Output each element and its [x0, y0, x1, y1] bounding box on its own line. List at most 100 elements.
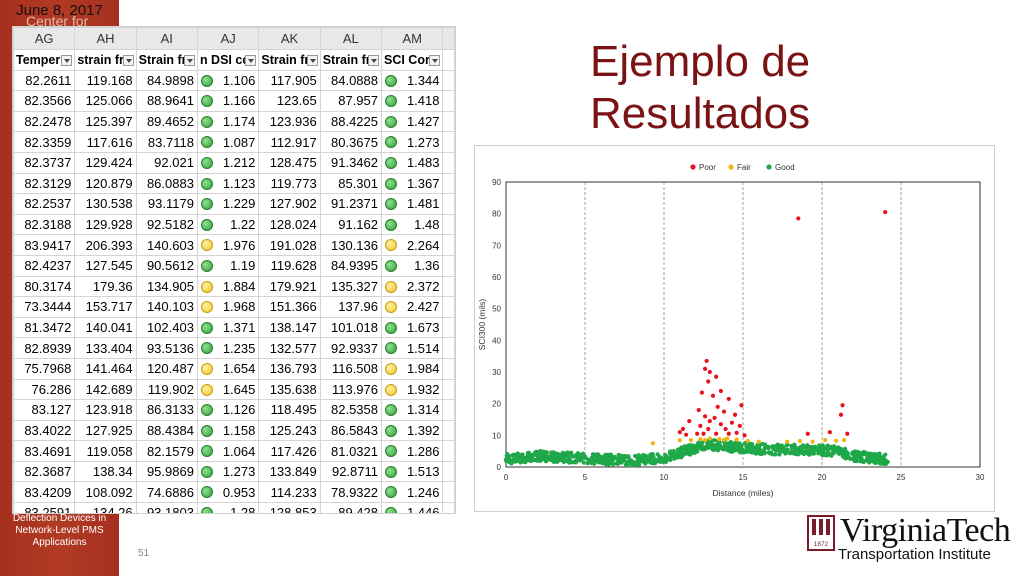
table-cell[interactable]: 80.3675 [319, 131, 383, 153]
table-cell[interactable]: 91.2371 [319, 193, 383, 215]
table-cell[interactable]: 84.9395 [319, 254, 383, 277]
table-cell[interactable]: 1.392 [380, 419, 444, 442]
table-cell[interactable]: 82.3687 [13, 460, 76, 483]
table-cell[interactable]: 1.968 [196, 296, 260, 318]
table-cell[interactable]: 88.9641 [135, 90, 198, 112]
table-cell[interactable]: 119.628 [258, 254, 321, 277]
table-cell[interactable]: 206.393 [74, 234, 137, 256]
table-cell[interactable]: 1.367 [380, 172, 444, 195]
table-cell[interactable]: 140.603 [135, 234, 198, 256]
table-cell[interactable]: 83.9417 [13, 234, 76, 256]
filter-dropdown-icon[interactable] [368, 55, 379, 66]
table-cell[interactable]: 128.475 [258, 151, 321, 174]
table-cell[interactable]: 119.902 [135, 378, 198, 401]
table-cell[interactable]: 76.286 [13, 378, 76, 401]
table-cell[interactable]: 82.2611 [13, 69, 76, 92]
table-cell[interactable]: 83.4209 [13, 481, 76, 504]
table-cell[interactable]: 1.446 [380, 502, 444, 513]
table-cell[interactable]: 75.7968 [13, 357, 76, 380]
table-cell[interactable]: 125.066 [74, 90, 137, 112]
table-cell[interactable]: 1.158 [196, 419, 260, 442]
table-cell[interactable]: 127.545 [74, 254, 137, 277]
table-cell[interactable]: 2.264 [380, 234, 444, 256]
table-cell[interactable]: 1.106 [196, 69, 260, 92]
table-cell[interactable]: 91.3462 [319, 151, 383, 174]
table-cell[interactable]: 140.103 [135, 296, 198, 318]
table-cell[interactable]: 1.418 [380, 90, 444, 112]
table-cell[interactable]: 1.514 [380, 337, 444, 359]
filter-dropdown-icon[interactable] [245, 55, 257, 66]
table-cell[interactable]: 130.136 [319, 234, 383, 256]
table-cell[interactable]: 90.5612 [135, 254, 198, 277]
table-cell[interactable]: 1.654 [196, 357, 260, 380]
table-cell[interactable]: 1.427 [380, 110, 444, 133]
table-cell[interactable]: 92.9337 [319, 337, 383, 359]
table-cell[interactable]: 93.1803 [135, 502, 198, 513]
filter-dropdown-icon[interactable] [429, 55, 441, 66]
table-cell[interactable]: 93.1179 [135, 193, 198, 215]
table-cell[interactable]: 74.6886 [135, 481, 198, 504]
table-cell[interactable]: 133.849 [258, 460, 321, 483]
table-cell[interactable]: 86.5843 [319, 419, 383, 442]
table-cell[interactable]: 1.645 [196, 378, 260, 401]
table-cell[interactable]: 1.483 [380, 151, 444, 174]
table-cell[interactable]: 114.233 [258, 481, 321, 504]
table-cell[interactable]: 86.0883 [135, 172, 198, 195]
table-cell[interactable]: 142.689 [74, 378, 137, 401]
table-cell[interactable]: 136.793 [258, 357, 321, 380]
table-cell[interactable]: 119.058 [74, 440, 137, 462]
table-cell[interactable]: 133.404 [74, 337, 137, 359]
table-cell[interactable]: 1.22 [196, 213, 260, 236]
column-letter[interactable]: AM [380, 27, 444, 50]
table-cell[interactable]: 82.3566 [13, 90, 76, 112]
table-cell[interactable]: 92.8711 [319, 460, 383, 483]
table-cell[interactable]: 1.48 [380, 213, 444, 236]
table-cell[interactable]: 123.936 [258, 110, 321, 133]
table-cell[interactable]: 134.26 [74, 502, 137, 513]
filter-dropdown-icon[interactable] [306, 55, 318, 66]
table-cell[interactable]: 1.314 [380, 399, 444, 421]
table-cell[interactable]: 82.3188 [13, 213, 76, 236]
table-cell[interactable]: 82.3737 [13, 151, 76, 174]
table-cell[interactable]: 113.976 [319, 378, 383, 401]
table-cell[interactable]: 78.9322 [319, 481, 383, 504]
table-cell[interactable]: 141.464 [74, 357, 137, 380]
table-cell[interactable]: 1.123 [196, 172, 260, 195]
table-cell[interactable]: 1.884 [196, 275, 260, 298]
table-cell[interactable]: 128.853 [258, 502, 321, 513]
table-cell[interactable]: 102.403 [135, 316, 198, 339]
table-cell[interactable]: 120.879 [74, 172, 137, 195]
table-cell[interactable]: 179.921 [258, 275, 321, 298]
table-cell[interactable]: 117.905 [258, 69, 321, 92]
table-cell[interactable]: 123.65 [258, 90, 321, 112]
table-cell[interactable]: 1.064 [196, 440, 260, 462]
table-cell[interactable]: 119.168 [74, 69, 137, 92]
table-cell[interactable]: 82.1579 [135, 440, 198, 462]
table-cell[interactable]: 0.953 [196, 481, 260, 504]
table-cell[interactable]: 89.428 [319, 502, 383, 513]
table-cell[interactable]: 1.481 [380, 193, 444, 215]
table-cell[interactable]: 1.371 [196, 316, 260, 339]
table-cell[interactable]: 89.4652 [135, 110, 198, 133]
filter-dropdown-icon[interactable] [61, 55, 73, 66]
table-cell[interactable]: 81.0321 [319, 440, 383, 462]
table-cell[interactable]: 86.3133 [135, 399, 198, 421]
table-cell[interactable]: 2.372 [380, 275, 444, 298]
table-cell[interactable]: 127.925 [74, 419, 137, 442]
table-cell[interactable]: 118.495 [258, 399, 321, 421]
table-cell[interactable]: 83.2591 [13, 502, 76, 513]
table-cell[interactable]: 1.212 [196, 151, 260, 174]
table-cell[interactable]: 82.5358 [319, 399, 383, 421]
table-cell[interactable]: 128.024 [258, 213, 321, 236]
table-cell[interactable]: 92.021 [135, 151, 198, 174]
table-cell[interactable]: 73.3444 [13, 296, 76, 318]
table-cell[interactable]: 1.246 [380, 481, 444, 504]
table-cell[interactable]: 82.8939 [13, 337, 76, 359]
table-cell[interactable]: 1.273 [380, 131, 444, 153]
table-cell[interactable]: 153.717 [74, 296, 137, 318]
table-cell[interactable]: 88.4384 [135, 419, 198, 442]
table-cell[interactable]: 1.932 [380, 378, 444, 401]
table-cell[interactable]: 80.3174 [13, 275, 76, 298]
table-cell[interactable]: 1.273 [196, 460, 260, 483]
table-cell[interactable]: 117.426 [258, 440, 321, 462]
